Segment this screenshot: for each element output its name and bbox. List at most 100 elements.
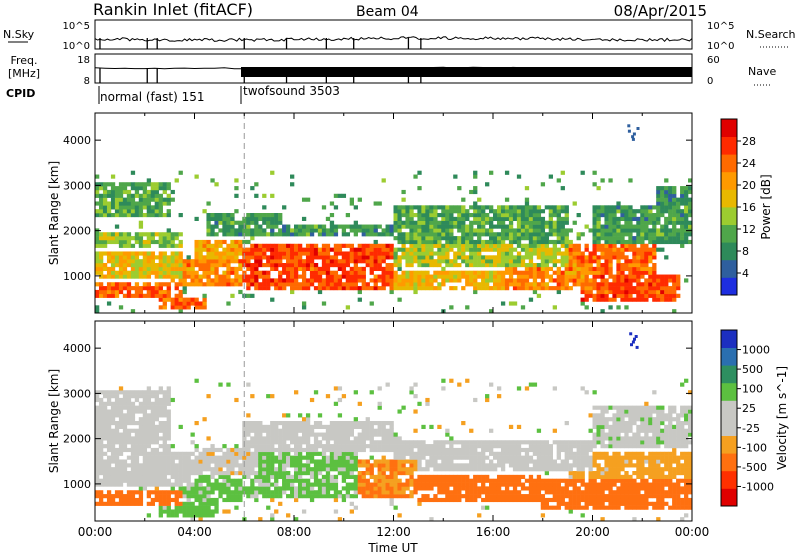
heatmap-cell — [481, 209, 486, 214]
heatmap-cell — [357, 440, 362, 445]
heatmap-cell — [214, 243, 219, 248]
heatmap-cell — [457, 455, 462, 460]
heatmap-cell — [584, 497, 589, 503]
heatmap-cell — [214, 501, 219, 506]
heatmap-cell — [496, 451, 502, 456]
heatmap-cell — [297, 286, 303, 291]
heatmap-cell — [218, 459, 223, 464]
heatmap-cell — [250, 490, 255, 495]
heatmap-cell — [572, 463, 577, 468]
heatmap-cell — [612, 209, 617, 214]
heatmap-cell — [313, 494, 319, 499]
heatmap-cell — [477, 286, 482, 291]
heatmap-cell — [102, 436, 108, 441]
heatmap-cell — [162, 282, 167, 287]
heatmap-cell — [95, 174, 100, 179]
heatmap-cell — [568, 255, 573, 260]
heatmap-cell — [162, 259, 167, 264]
heatmap-cell — [516, 236, 522, 241]
heatmap-cell — [688, 220, 693, 225]
heatmap-cell — [397, 220, 402, 225]
heatmap-cell — [329, 224, 335, 229]
heatmap-cell — [246, 251, 251, 256]
heatmap-cell — [154, 193, 159, 198]
heatmap-cell — [520, 463, 526, 468]
heatmap-cell — [441, 224, 446, 229]
heatmap-cell — [405, 232, 410, 237]
heatmap-cell — [369, 486, 374, 491]
heatmap-cell — [496, 270, 502, 275]
heatmap-cell — [122, 436, 128, 441]
heatmap-cell — [142, 390, 148, 395]
heatmap-cell — [520, 228, 526, 233]
heatmap-cell — [321, 266, 327, 271]
heatmap-cell — [461, 478, 466, 483]
heatmap-cell — [150, 451, 155, 456]
heatmap-cell — [421, 220, 426, 225]
heatmap-cell — [146, 459, 152, 464]
heatmap-cell — [206, 478, 211, 483]
heatmap-cell — [110, 478, 116, 483]
heatmap-cell — [206, 259, 211, 264]
heatmap-cell — [154, 463, 159, 468]
heatmap-cell — [194, 463, 199, 468]
heatmap-cell — [417, 224, 422, 229]
heatmap-cell — [337, 413, 343, 418]
heatmap-cell — [680, 243, 685, 248]
heatmap-cell — [294, 455, 299, 460]
heatmap-cell — [301, 301, 307, 306]
heatmap-cell — [254, 193, 259, 198]
heatmap-cell — [325, 447, 331, 453]
heatmap-cell — [266, 490, 271, 495]
heatmap-cell — [325, 459, 331, 464]
heatmap-cell — [544, 259, 550, 264]
heatmap-cell — [337, 251, 343, 256]
heatmap-cell — [508, 444, 514, 449]
heatmap-cell — [341, 436, 347, 441]
heatmap-cell — [469, 236, 474, 241]
heatmap-cell — [580, 232, 585, 237]
heatmap-cell — [138, 293, 144, 298]
heatmap-cell — [258, 459, 263, 464]
heatmap-cell — [138, 494, 144, 499]
heatmap-cell — [102, 193, 108, 198]
heatmap-cell — [266, 224, 271, 229]
heatmap-cell — [337, 266, 343, 271]
heatmap-cell — [373, 478, 378, 483]
heatmap-cell — [118, 482, 124, 487]
heatmap-cell — [250, 263, 255, 268]
heatmap-cell — [345, 255, 351, 260]
heatmap-cell — [138, 440, 144, 445]
heatmap-cell — [688, 197, 693, 202]
heatmap-cell — [198, 494, 203, 499]
heatmap-cell — [130, 444, 136, 449]
heatmap-cell — [341, 451, 347, 456]
heatmap-cell — [110, 459, 116, 464]
heatmap-cell — [449, 213, 454, 218]
nave-label: Nave — [748, 65, 776, 78]
heatmap-cell — [584, 444, 589, 449]
heatmap-cell — [373, 282, 378, 287]
heatmap-cell — [158, 201, 163, 206]
heatmap-cell — [477, 486, 482, 491]
heatmap-cell — [106, 282, 112, 287]
heatmap-cell — [568, 266, 573, 271]
heatmap-cell — [389, 444, 394, 449]
heatmap-cell — [166, 274, 171, 279]
heatmap-cell — [134, 236, 140, 241]
heatmap-cell — [222, 482, 227, 487]
heatmap-cell — [218, 282, 223, 287]
heatmap-cell — [166, 505, 171, 510]
heatmap-cell — [202, 447, 207, 453]
heatmap-cell — [290, 432, 295, 437]
heatmap-cell — [588, 259, 593, 264]
heatmap-cell — [150, 251, 155, 256]
heatmap-cell — [493, 497, 498, 503]
heatmap-cell — [485, 474, 490, 479]
heatmap-cell — [98, 274, 104, 279]
heatmap-cell — [353, 247, 358, 252]
heatmap-cell — [95, 428, 100, 433]
heatmap-cell — [254, 247, 259, 252]
heatmap-cell — [540, 278, 546, 283]
heatmap-cell — [186, 451, 191, 456]
